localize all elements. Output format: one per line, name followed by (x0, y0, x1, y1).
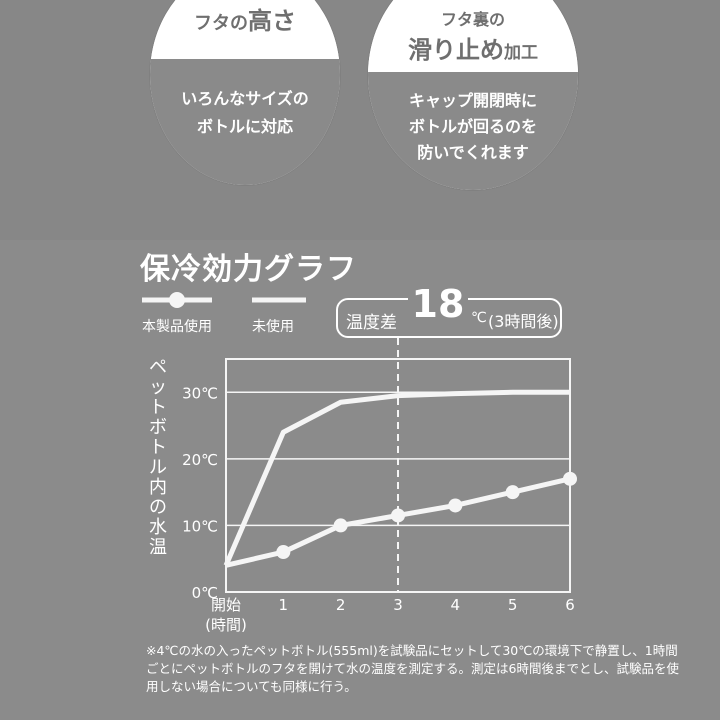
data-point (505, 485, 520, 500)
x-tick-label: 5 (508, 596, 518, 614)
series-line-unused (223, 389, 570, 567)
chart-title: 保冷効力グラフ (140, 252, 357, 287)
feature-title: 滑り止め加工 (408, 36, 538, 64)
data-point (391, 508, 405, 523)
feature-anti-slip: フタ裏の 滑り止め加工 キャップ開閉時に ボトルが回るのを 防いでくれます (368, 0, 578, 190)
x-tick-label: 2 (336, 596, 346, 614)
feature-body: いろんなサイズの ボトルに対応 (150, 59, 340, 185)
feature-header: フタの高さ (150, 0, 340, 59)
diff-unit: ℃ (471, 310, 487, 326)
x-tick-label: 3 (393, 596, 403, 614)
data-point (333, 518, 348, 533)
feature-subtitle: フタ裏の (440, 10, 505, 29)
feature-desc: キャップ開閉時に ボトルが回るのを 防いでくれます (408, 91, 537, 162)
data-point (276, 545, 291, 560)
x-tick-label: (時間) (205, 616, 247, 634)
feature-header: フタ裏の 滑り止め加工 (368, 0, 578, 72)
legend-label-unused: 未使用 (252, 319, 294, 335)
x-tick-label: 開始 (211, 596, 241, 614)
data-point (563, 471, 577, 486)
feature-lid-height: フタの高さ いろんなサイズの ボトルに対応 (150, 0, 340, 185)
temperature-diff-callout: 温度差 18 ℃ (3時間後) (336, 282, 562, 338)
footnote: ※4℃の水の入ったペットボトル(555ml)を試験品にセットして30℃の環境下で… (146, 643, 679, 694)
feature-desc: いろんなサイズの ボトルに対応 (181, 89, 309, 136)
y-tick-label: 0℃ (192, 584, 218, 602)
top-panel (0, 0, 720, 240)
y-axis-label: ペットボトル内の水温 (149, 357, 167, 558)
diff-value: 18 (408, 282, 468, 326)
feature-title: フタの高さ (194, 7, 296, 35)
y-tick-label: 30℃ (182, 384, 218, 402)
y-tick-label: 10℃ (182, 517, 218, 535)
diff-label: 温度差 (346, 313, 397, 333)
x-tick-label: 6 (565, 596, 575, 614)
y-tick-label: 20℃ (182, 451, 218, 469)
legend-marker-product (169, 292, 185, 308)
legend-label-product: 本製品使用 (142, 319, 212, 335)
x-tick-label: 4 (451, 596, 461, 614)
data-point (448, 498, 463, 513)
x-tick-label: 1 (279, 596, 289, 614)
feature-body: キャップ開閉時に ボトルが回るのを 防いでくれます (368, 72, 578, 190)
diff-note: (3時間後) (488, 312, 559, 331)
